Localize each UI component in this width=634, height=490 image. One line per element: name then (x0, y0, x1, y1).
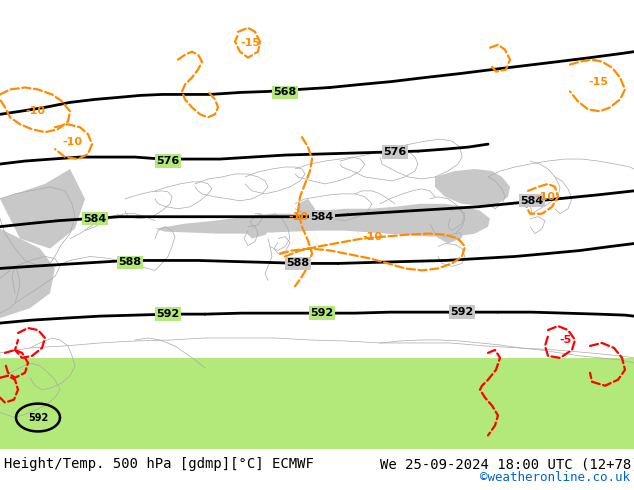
Text: Height/Temp. 500 hPa [gdmp][°C] ECMWF: Height/Temp. 500 hPa [gdmp][°C] ECMWF (4, 458, 314, 471)
Polygon shape (155, 204, 490, 237)
Text: 584: 584 (84, 214, 107, 224)
Text: 588: 588 (119, 257, 141, 268)
Polygon shape (295, 199, 315, 227)
Text: -10: -10 (288, 212, 308, 221)
Polygon shape (435, 169, 510, 206)
Text: -15: -15 (588, 76, 608, 87)
Polygon shape (435, 209, 465, 244)
Polygon shape (244, 214, 270, 239)
Polygon shape (0, 358, 634, 449)
Polygon shape (0, 0, 85, 248)
Text: -10: -10 (535, 192, 555, 202)
Text: 592: 592 (157, 309, 179, 319)
Text: 576: 576 (384, 147, 406, 157)
Text: -10: -10 (362, 232, 382, 242)
Text: -10: -10 (62, 137, 82, 147)
Text: 592: 592 (28, 413, 48, 422)
Polygon shape (0, 358, 634, 449)
Polygon shape (0, 199, 55, 318)
Text: 584: 584 (311, 212, 333, 221)
Text: -5: -5 (559, 335, 571, 345)
Text: 576: 576 (157, 156, 179, 166)
Text: 592: 592 (311, 308, 333, 318)
Text: We 25-09-2024 18:00 UTC (12+78): We 25-09-2024 18:00 UTC (12+78) (380, 458, 634, 471)
Text: ©weatheronline.co.uk: ©weatheronline.co.uk (480, 471, 630, 484)
Text: 568: 568 (273, 87, 297, 98)
Text: 584: 584 (521, 196, 543, 206)
Text: -15: -15 (240, 38, 260, 48)
Text: 592: 592 (450, 307, 474, 317)
Text: 588: 588 (287, 258, 309, 269)
Text: -10: -10 (25, 106, 45, 116)
